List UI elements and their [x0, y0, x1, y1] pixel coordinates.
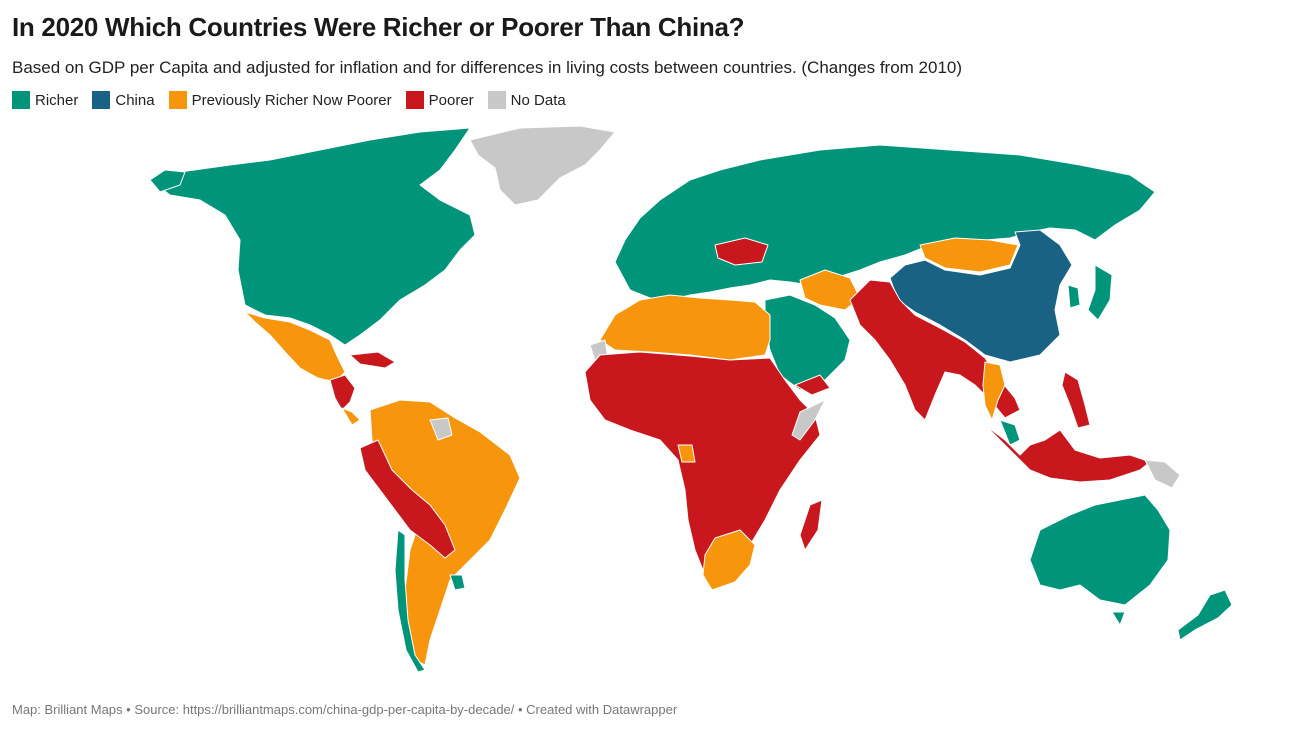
- world-map: [149, 125, 1233, 673]
- region-somalia: [791, 399, 826, 441]
- legend-swatch-no-data: [487, 91, 506, 109]
- region-eurasia-north: [614, 144, 1156, 301]
- region-australia: [1029, 494, 1171, 606]
- region-japan: [1087, 264, 1113, 321]
- legend-swatch-china: [92, 91, 111, 109]
- legend-label-china: China: [115, 91, 155, 109]
- legend-item-poorer: Poorer: [405, 91, 474, 109]
- region-new-zealand: [1177, 589, 1233, 641]
- region-sub-saharan-africa: [584, 351, 821, 581]
- region-philippines: [1061, 371, 1091, 429]
- region-ukraine: [714, 237, 769, 266]
- region-central-america-south: [341, 407, 361, 426]
- legend-item-richer: Richer: [12, 91, 78, 109]
- legend-swatch-richer: [12, 91, 30, 109]
- region-china: [889, 229, 1073, 363]
- region-malaysia: [999, 419, 1021, 446]
- map-subtitle: Based on GDP per Capita and adjusted for…: [12, 58, 963, 77]
- legend-item-no-data: No Data: [487, 91, 566, 109]
- region-uruguay: [449, 574, 466, 591]
- legend-label-no-data: No Data: [510, 91, 566, 109]
- region-alaska: [149, 169, 186, 193]
- region-mongolia: [919, 237, 1019, 273]
- region-greenland: [469, 125, 616, 206]
- region-caribbean: [349, 351, 396, 369]
- legend-item-previously-richer: Previously Richer Now Poorer: [168, 91, 392, 109]
- region-indonesia: [984, 424, 1151, 483]
- region-southern-africa: [702, 529, 756, 591]
- region-south-asia: [849, 279, 1021, 421]
- region-middle-east: [764, 294, 851, 391]
- legend: Richer China Previously Richer Now Poore…: [12, 91, 580, 109]
- region-thailand: [982, 361, 1006, 421]
- map-title: In 2020 Which Countries Were Richer or P…: [12, 12, 745, 42]
- region-korea: [1067, 284, 1081, 309]
- region-madagascar: [799, 499, 823, 551]
- legend-label-poorer: Poorer: [428, 91, 474, 109]
- legend-item-china: China: [92, 91, 155, 109]
- region-yemen: [794, 374, 831, 396]
- legend-label-previously-richer: Previously Richer Now Poorer: [191, 91, 392, 109]
- region-north-africa: [599, 294, 771, 361]
- legend-swatch-previously-richer: [168, 91, 187, 109]
- region-gabon: [677, 444, 696, 463]
- legend-label-richer: Richer: [35, 91, 79, 109]
- region-north-america: [149, 127, 476, 346]
- region-south-america-andes: [359, 439, 456, 559]
- region-tasmania: [1111, 611, 1126, 626]
- legend-swatch-poorer: [405, 91, 424, 109]
- region-central-america: [329, 374, 356, 411]
- region-papua: [1144, 459, 1181, 489]
- region-guianas: [429, 417, 453, 441]
- region-chile: [394, 529, 426, 673]
- map-footer-credits: Map: Brilliant Maps • Source: https://br…: [12, 702, 678, 717]
